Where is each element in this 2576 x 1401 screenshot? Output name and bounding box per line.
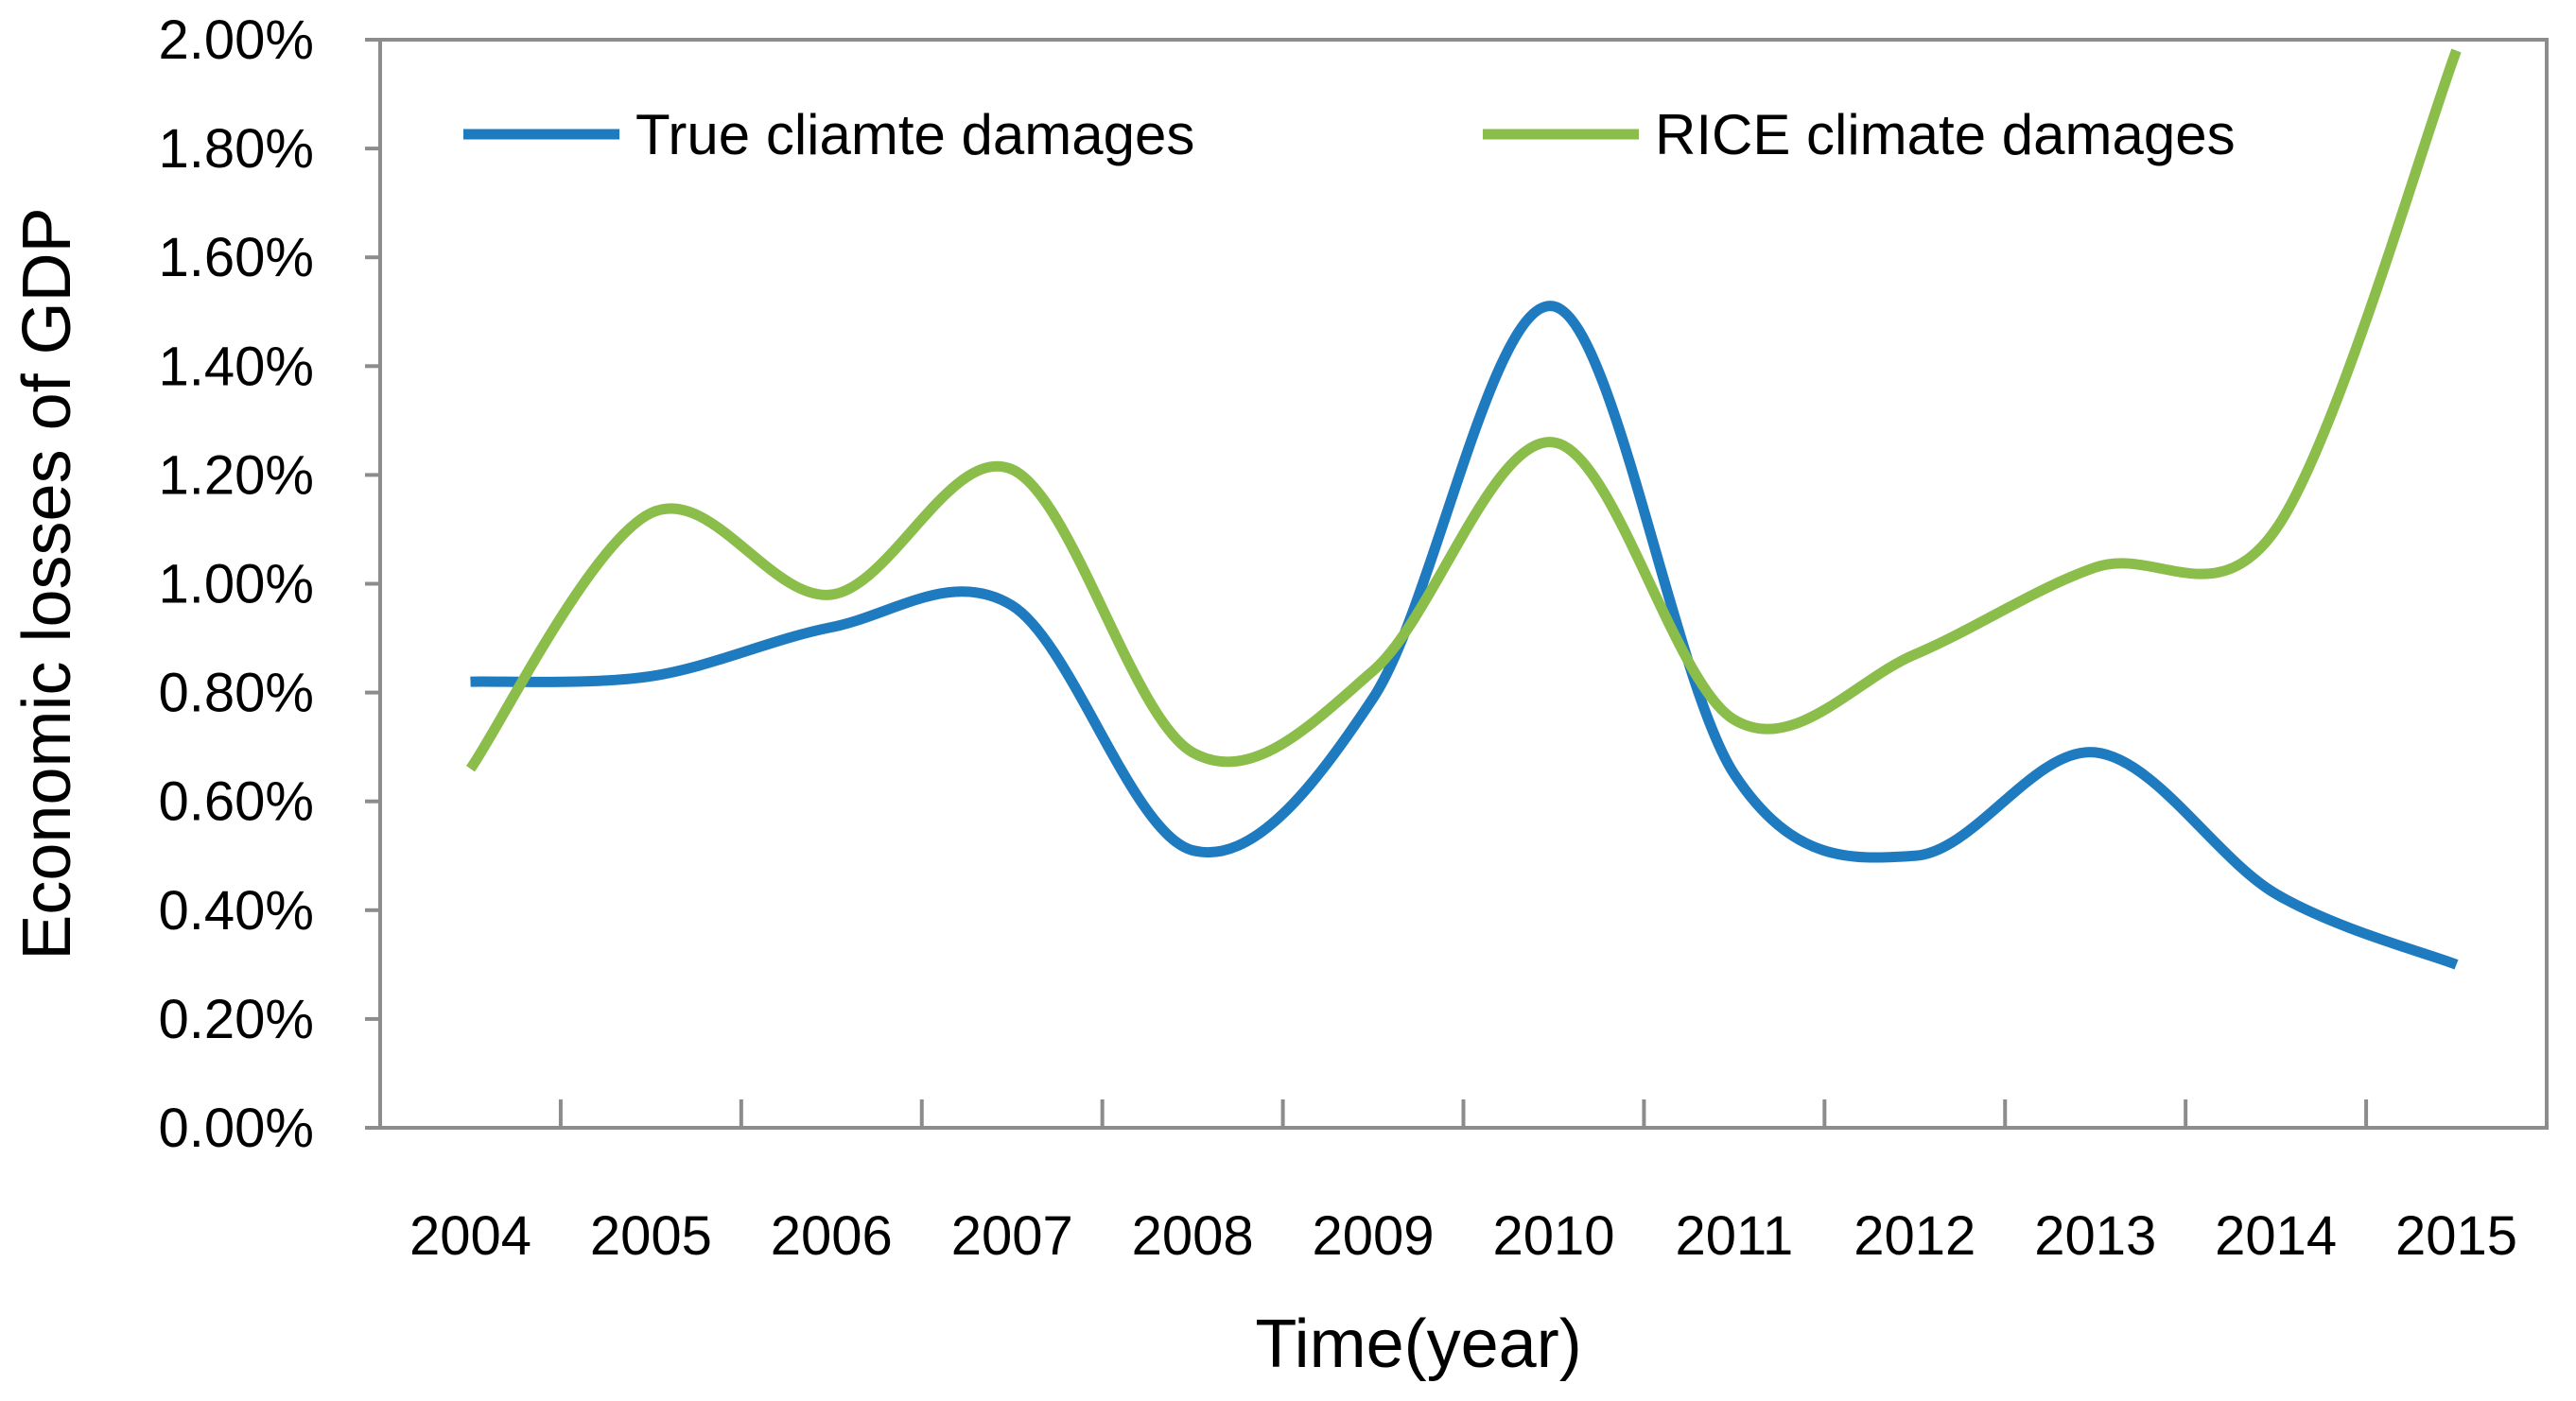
y-tick-label: 2.00% bbox=[159, 9, 314, 71]
x-tick-label: 2007 bbox=[951, 1205, 1073, 1267]
y-tick-label: 0.00% bbox=[159, 1098, 314, 1159]
x-tick-label: 2009 bbox=[1313, 1205, 1435, 1267]
y-tick-label: 1.00% bbox=[159, 554, 314, 615]
y-tick-label: 0.80% bbox=[159, 663, 314, 724]
y-tick-label: 1.40% bbox=[159, 336, 314, 397]
x-axis-ticks: 2004 2005 2006 2007 2008 2009 2010 2011 2012 2013… bbox=[409, 1099, 2517, 1267]
series-line-1 bbox=[471, 306, 2457, 965]
y-tick-label: 1.60% bbox=[159, 227, 314, 288]
x-tick-label: 2013 bbox=[2034, 1205, 2156, 1267]
y-tick-label: 0.60% bbox=[159, 771, 314, 833]
x-tick-label: 2005 bbox=[590, 1205, 712, 1267]
x-tick-label: 2008 bbox=[1132, 1205, 1254, 1267]
x-axis-title: Time(year) bbox=[1255, 1306, 1581, 1382]
x-tick-label: 2014 bbox=[2215, 1205, 2337, 1267]
x-tick-label: 2010 bbox=[1492, 1205, 1614, 1267]
x-tick-label: 2012 bbox=[1854, 1205, 1976, 1267]
y-tick-label: 0.20% bbox=[159, 989, 314, 1050]
y-axis-ticks: 0.00% 0.20% 0.40% 0.60% 0.80% 1.00% 1.20% 1.40%… bbox=[159, 9, 380, 1159]
y-tick-label: 1.80% bbox=[159, 118, 314, 180]
x-tick-label: 2015 bbox=[2395, 1205, 2517, 1267]
legend: True cliamte damages RICE climate damages bbox=[463, 103, 2236, 166]
x-tick-label: 2006 bbox=[771, 1205, 893, 1267]
series-layer bbox=[470, 51, 2456, 965]
plot-frame bbox=[380, 40, 2547, 1128]
legend-label-1: True cliamte damages bbox=[635, 103, 1194, 166]
x-tick-label: 2004 bbox=[409, 1205, 531, 1267]
y-tick-label: 1.20% bbox=[159, 444, 314, 506]
legend-label-2: RICE climate damages bbox=[1655, 103, 2236, 166]
plot-area-border bbox=[380, 40, 2547, 1128]
y-axis-title: Economic losses of GDP bbox=[9, 207, 85, 960]
y-tick-label: 0.40% bbox=[159, 880, 314, 942]
x-tick-label: 2011 bbox=[1676, 1205, 1794, 1267]
